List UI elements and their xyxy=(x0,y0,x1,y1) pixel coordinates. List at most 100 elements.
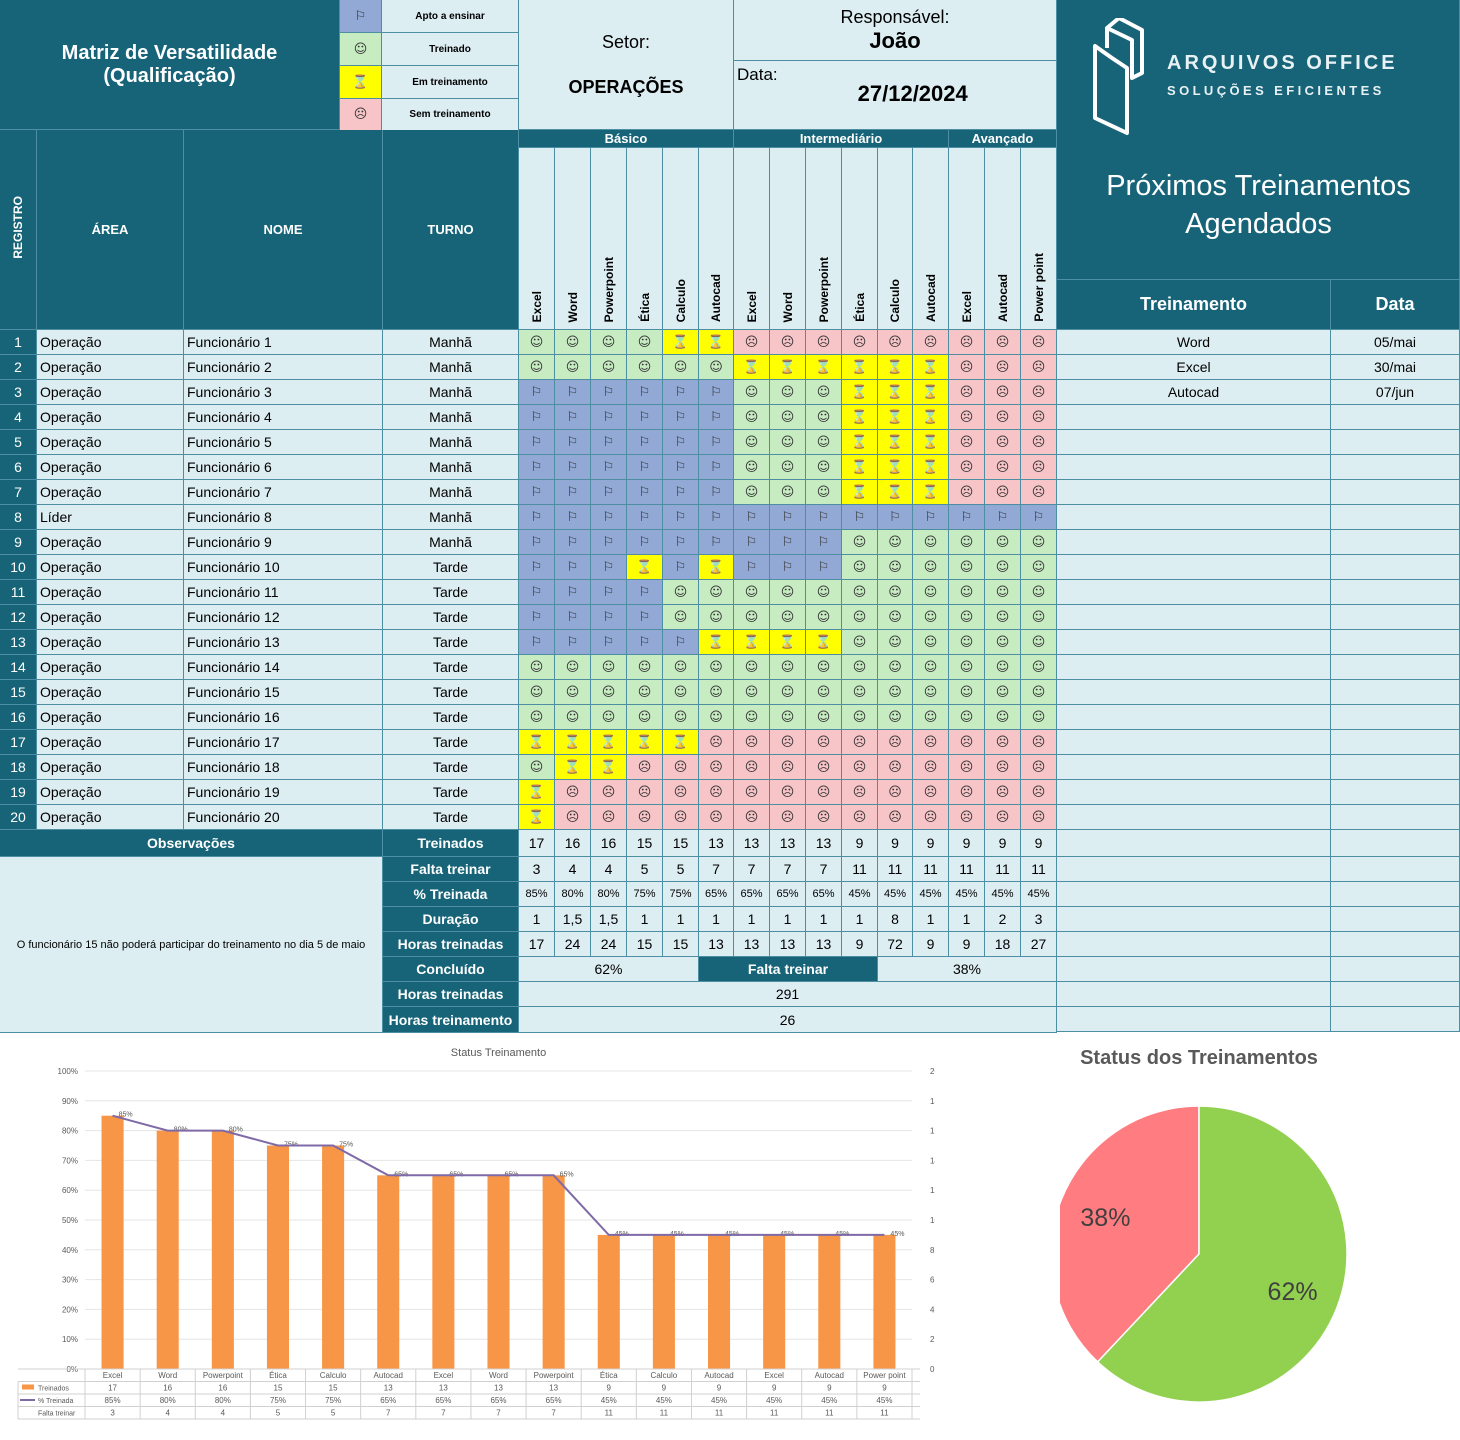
skill-status-smile[interactable]: ☺ xyxy=(770,405,806,430)
skill-status-smile[interactable]: ☺ xyxy=(770,480,806,505)
skill-status-frown[interactable]: ☹ xyxy=(913,780,949,805)
skill-status-hourglass[interactable]: ⌛ xyxy=(842,355,878,380)
skill-status-smile[interactable]: ☺ xyxy=(663,655,699,680)
skill-status-smile[interactable]: ☺ xyxy=(806,655,842,680)
skill-status-flag[interactable]: ⚐ xyxy=(555,505,591,530)
skill-status-flag[interactable]: ⚐ xyxy=(591,630,627,655)
skill-status-frown[interactable]: ☹ xyxy=(663,780,699,805)
skill-status-flag[interactable]: ⚐ xyxy=(519,630,555,655)
skill-status-frown[interactable]: ☹ xyxy=(734,730,770,755)
skill-status-frown[interactable]: ☹ xyxy=(949,755,985,780)
skill-status-smile[interactable]: ☺ xyxy=(591,705,627,730)
skill-status-smile[interactable]: ☺ xyxy=(770,580,806,605)
skill-status-flag[interactable]: ⚐ xyxy=(591,530,627,555)
skill-status-smile[interactable]: ☺ xyxy=(913,705,949,730)
skill-status-smile[interactable]: ☺ xyxy=(878,605,913,630)
skill-status-smile[interactable]: ☺ xyxy=(949,655,985,680)
skill-status-flag[interactable]: ⚐ xyxy=(519,480,555,505)
skill-status-frown[interactable]: ☹ xyxy=(985,780,1021,805)
skill-status-frown[interactable]: ☹ xyxy=(1021,455,1057,480)
skill-status-smile[interactable]: ☺ xyxy=(806,380,842,405)
skill-status-flag[interactable]: ⚐ xyxy=(555,580,591,605)
skill-status-smile[interactable]: ☺ xyxy=(806,405,842,430)
skill-status-smile[interactable]: ☺ xyxy=(842,630,878,655)
skill-status-smile[interactable]: ☺ xyxy=(949,605,985,630)
skill-status-smile[interactable]: ☺ xyxy=(627,655,663,680)
skill-status-hourglass[interactable]: ⌛ xyxy=(842,480,878,505)
skill-status-frown[interactable]: ☹ xyxy=(985,755,1021,780)
skill-status-frown[interactable]: ☹ xyxy=(770,780,806,805)
skill-status-frown[interactable]: ☹ xyxy=(699,755,734,780)
skill-status-frown[interactable]: ☹ xyxy=(949,780,985,805)
skill-status-frown[interactable]: ☹ xyxy=(878,730,913,755)
skill-status-smile[interactable]: ☺ xyxy=(806,705,842,730)
skill-status-frown[interactable]: ☹ xyxy=(913,730,949,755)
skill-status-frown[interactable]: ☹ xyxy=(627,755,663,780)
skill-status-hourglass[interactable]: ⌛ xyxy=(519,730,555,755)
skill-status-flag[interactable]: ⚐ xyxy=(519,380,555,405)
skill-status-frown[interactable]: ☹ xyxy=(913,805,949,830)
skill-status-smile[interactable]: ☺ xyxy=(770,705,806,730)
skill-status-smile[interactable]: ☺ xyxy=(734,705,770,730)
skill-status-smile[interactable]: ☺ xyxy=(699,680,734,705)
skill-status-flag[interactable]: ⚐ xyxy=(627,455,663,480)
skill-status-flag[interactable]: ⚐ xyxy=(591,505,627,530)
skill-status-smile[interactable]: ☺ xyxy=(519,330,555,355)
skill-status-smile[interactable]: ☺ xyxy=(1021,555,1057,580)
skill-status-smile[interactable]: ☺ xyxy=(555,655,591,680)
skill-status-flag[interactable]: ⚐ xyxy=(699,530,734,555)
skill-status-smile[interactable]: ☺ xyxy=(770,380,806,405)
skill-status-smile[interactable]: ☺ xyxy=(734,605,770,630)
skill-status-smile[interactable]: ☺ xyxy=(878,655,913,680)
skill-status-flag[interactable]: ⚐ xyxy=(627,405,663,430)
skill-status-smile[interactable]: ☺ xyxy=(985,705,1021,730)
skill-status-smile[interactable]: ☺ xyxy=(985,655,1021,680)
skill-status-flag[interactable]: ⚐ xyxy=(555,630,591,655)
skill-status-smile[interactable]: ☺ xyxy=(806,580,842,605)
skill-status-hourglass[interactable]: ⌛ xyxy=(734,630,770,655)
skill-status-flag[interactable]: ⚐ xyxy=(519,605,555,630)
skill-status-frown[interactable]: ☹ xyxy=(949,380,985,405)
skill-status-smile[interactable]: ☺ xyxy=(555,330,591,355)
skill-status-flag[interactable]: ⚐ xyxy=(663,405,699,430)
skill-status-flag[interactable]: ⚐ xyxy=(949,505,985,530)
skill-status-flag[interactable]: ⚐ xyxy=(913,505,949,530)
skill-status-hourglass[interactable]: ⌛ xyxy=(878,355,913,380)
skill-status-flag[interactable]: ⚐ xyxy=(555,380,591,405)
skill-status-smile[interactable]: ☺ xyxy=(734,455,770,480)
skill-status-frown[interactable]: ☹ xyxy=(985,355,1021,380)
skill-status-smile[interactable]: ☺ xyxy=(949,705,985,730)
skill-status-smile[interactable]: ☺ xyxy=(663,705,699,730)
skill-status-smile[interactable]: ☺ xyxy=(591,330,627,355)
skill-status-hourglass[interactable]: ⌛ xyxy=(699,555,734,580)
skill-status-frown[interactable]: ☹ xyxy=(949,455,985,480)
skill-status-smile[interactable]: ☺ xyxy=(985,605,1021,630)
skill-status-flag[interactable]: ⚐ xyxy=(591,480,627,505)
skill-status-smile[interactable]: ☺ xyxy=(663,605,699,630)
skill-status-hourglass[interactable]: ⌛ xyxy=(913,455,949,480)
skill-status-frown[interactable]: ☹ xyxy=(770,730,806,755)
skill-status-flag[interactable]: ⚐ xyxy=(806,530,842,555)
skill-status-flag[interactable]: ⚐ xyxy=(699,480,734,505)
skill-status-hourglass[interactable]: ⌛ xyxy=(913,355,949,380)
skill-status-smile[interactable]: ☺ xyxy=(806,480,842,505)
skill-status-flag[interactable]: ⚐ xyxy=(699,405,734,430)
skill-status-smile[interactable]: ☺ xyxy=(770,680,806,705)
skill-status-hourglass[interactable]: ⌛ xyxy=(591,730,627,755)
skill-status-flag[interactable]: ⚐ xyxy=(555,480,591,505)
skill-status-smile[interactable]: ☺ xyxy=(734,405,770,430)
skill-status-smile[interactable]: ☺ xyxy=(878,705,913,730)
skill-status-frown[interactable]: ☹ xyxy=(663,755,699,780)
skill-status-smile[interactable]: ☺ xyxy=(734,430,770,455)
skill-status-flag[interactable]: ⚐ xyxy=(985,505,1021,530)
skill-status-hourglass[interactable]: ⌛ xyxy=(913,380,949,405)
skill-status-smile[interactable]: ☺ xyxy=(663,680,699,705)
skill-status-frown[interactable]: ☹ xyxy=(770,330,806,355)
skill-status-hourglass[interactable]: ⌛ xyxy=(842,380,878,405)
skill-status-frown[interactable]: ☹ xyxy=(699,805,734,830)
skill-status-smile[interactable]: ☺ xyxy=(842,605,878,630)
skill-status-smile[interactable]: ☺ xyxy=(1021,530,1057,555)
skill-status-smile[interactable]: ☺ xyxy=(985,680,1021,705)
skill-status-flag[interactable]: ⚐ xyxy=(519,455,555,480)
skill-status-smile[interactable]: ☺ xyxy=(913,680,949,705)
